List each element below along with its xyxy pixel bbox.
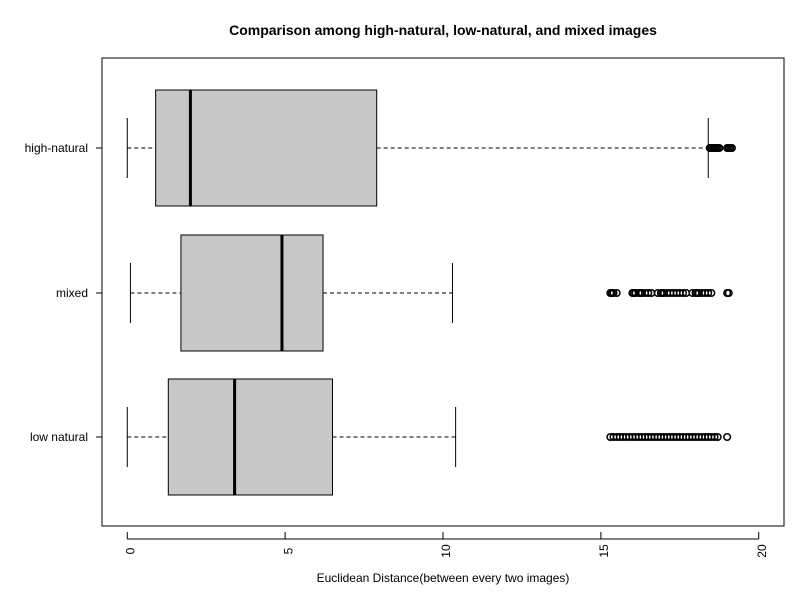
outlier-point [724, 288, 733, 298]
outlier-point [704, 288, 713, 298]
x-tick-label: 10 [439, 544, 453, 558]
outlier-point [644, 288, 653, 298]
iqr-box [155, 89, 378, 207]
category-label: mixed [56, 286, 88, 300]
box-mixed [129, 234, 733, 352]
outlier-point [713, 432, 722, 442]
box-high-natural [126, 89, 736, 207]
category-label: low natural [30, 430, 88, 444]
chart-title: Comparison among high-natural, low-natur… [229, 22, 657, 38]
outlier-point [723, 432, 732, 442]
category-label: high-natural [25, 141, 88, 155]
outlier-point [612, 288, 621, 298]
outlier-point [609, 288, 618, 298]
outlier-point [715, 143, 724, 153]
iqr-box [167, 378, 333, 496]
plot-area [126, 89, 736, 496]
x-tick-label: 5 [281, 547, 295, 554]
x-tick-label: 20 [755, 544, 769, 558]
outlier-point [707, 288, 716, 298]
outlier-point [727, 143, 736, 153]
x-axis-label: Euclidean Distance(between every two ima… [317, 571, 570, 585]
box-low-natural [126, 378, 732, 496]
x-tick-label: 15 [597, 544, 611, 558]
iqr-box [180, 234, 324, 352]
outlier-point [710, 432, 719, 442]
plot-frame [101, 57, 785, 527]
x-tick-label: 0 [123, 547, 137, 554]
outlier-point [678, 288, 688, 298]
